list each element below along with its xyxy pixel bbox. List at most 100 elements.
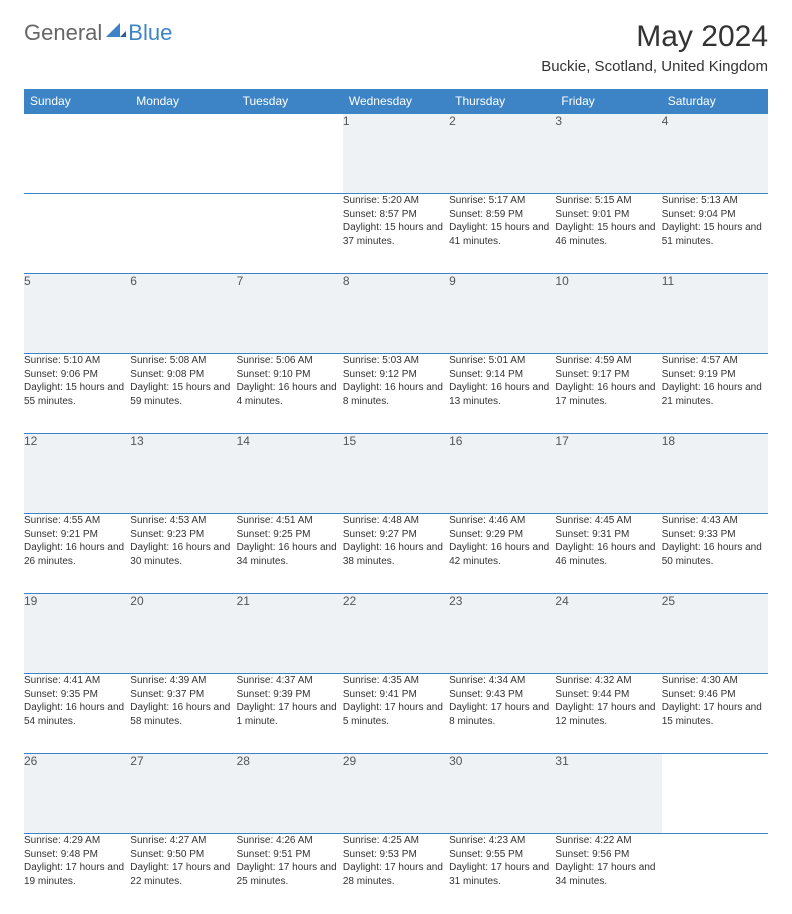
day-number: 5 xyxy=(24,274,130,354)
sunrise: Sunrise: 4:39 AM xyxy=(130,674,236,688)
day-info: Sunrise: 4:26 AMSunset: 9:51 PMDaylight:… xyxy=(237,834,343,914)
sunrise: Sunrise: 4:45 AM xyxy=(555,514,661,528)
day-number: 29 xyxy=(343,754,449,834)
day-info xyxy=(662,834,768,914)
daylight: Daylight: 17 hours and 12 minutes. xyxy=(555,701,661,728)
daylight: Daylight: 15 hours and 51 minutes. xyxy=(662,221,768,248)
day-number: 14 xyxy=(237,434,343,514)
day-info: Sunrise: 5:13 AMSunset: 9:04 PMDaylight:… xyxy=(662,194,768,274)
sunset: Sunset: 9:06 PM xyxy=(24,368,130,382)
sunrise: Sunrise: 4:32 AM xyxy=(555,674,661,688)
day-info: Sunrise: 5:20 AMSunset: 8:57 PMDaylight:… xyxy=(343,194,449,274)
day-info: Sunrise: 4:57 AMSunset: 9:19 PMDaylight:… xyxy=(662,354,768,434)
daylight: Daylight: 16 hours and 4 minutes. xyxy=(237,381,343,408)
day-number: 2 xyxy=(449,114,555,194)
info-row-4: Sunrise: 4:29 AMSunset: 9:48 PMDaylight:… xyxy=(24,834,768,914)
day-info xyxy=(237,194,343,274)
day-number: 31 xyxy=(555,754,661,834)
day-info: Sunrise: 4:51 AMSunset: 9:25 PMDaylight:… xyxy=(237,514,343,594)
sunrise: Sunrise: 5:03 AM xyxy=(343,354,449,368)
daylight: Daylight: 17 hours and 5 minutes. xyxy=(343,701,449,728)
month-title: May 2024 xyxy=(541,20,768,54)
sunset: Sunset: 9:08 PM xyxy=(130,368,236,382)
day-number: 10 xyxy=(555,274,661,354)
day-number xyxy=(662,754,768,834)
day-info: Sunrise: 4:59 AMSunset: 9:17 PMDaylight:… xyxy=(555,354,661,434)
day-number: 28 xyxy=(237,754,343,834)
day-number: 13 xyxy=(130,434,236,514)
day-number: 16 xyxy=(449,434,555,514)
daylight: Daylight: 16 hours and 30 minutes. xyxy=(130,541,236,568)
sunset: Sunset: 9:37 PM xyxy=(130,688,236,702)
day-info: Sunrise: 5:10 AMSunset: 9:06 PMDaylight:… xyxy=(24,354,130,434)
sunrise: Sunrise: 4:51 AM xyxy=(237,514,343,528)
sunset: Sunset: 8:57 PM xyxy=(343,208,449,222)
daylight: Daylight: 17 hours and 25 minutes. xyxy=(237,861,343,888)
sunset: Sunset: 9:04 PM xyxy=(662,208,768,222)
sunrise: Sunrise: 5:08 AM xyxy=(130,354,236,368)
calendar-table: SundayMondayTuesdayWednesdayThursdayFrid… xyxy=(24,89,768,914)
logo-text-general: General xyxy=(24,20,102,46)
sunset: Sunset: 9:53 PM xyxy=(343,848,449,862)
day-number: 26 xyxy=(24,754,130,834)
sunset: Sunset: 9:21 PM xyxy=(24,528,130,542)
day-info: Sunrise: 4:22 AMSunset: 9:56 PMDaylight:… xyxy=(555,834,661,914)
weekday-2: Tuesday xyxy=(237,89,343,114)
day-number: 17 xyxy=(555,434,661,514)
daylight: Daylight: 16 hours and 21 minutes. xyxy=(662,381,768,408)
day-info: Sunrise: 4:29 AMSunset: 9:48 PMDaylight:… xyxy=(24,834,130,914)
sunset: Sunset: 9:43 PM xyxy=(449,688,555,702)
daynum-row-1: 567891011 xyxy=(24,274,768,354)
sunrise: Sunrise: 5:20 AM xyxy=(343,194,449,208)
sunrise: Sunrise: 5:01 AM xyxy=(449,354,555,368)
day-info: Sunrise: 5:08 AMSunset: 9:08 PMDaylight:… xyxy=(130,354,236,434)
sunrise: Sunrise: 4:25 AM xyxy=(343,834,449,848)
day-number xyxy=(130,114,236,194)
sunset: Sunset: 9:31 PM xyxy=(555,528,661,542)
daylight: Daylight: 17 hours and 19 minutes. xyxy=(24,861,130,888)
day-info: Sunrise: 5:15 AMSunset: 9:01 PMDaylight:… xyxy=(555,194,661,274)
day-info: Sunrise: 4:23 AMSunset: 9:55 PMDaylight:… xyxy=(449,834,555,914)
daylight: Daylight: 15 hours and 41 minutes. xyxy=(449,221,555,248)
daynum-row-0: 1234 xyxy=(24,114,768,194)
day-info: Sunrise: 4:39 AMSunset: 9:37 PMDaylight:… xyxy=(130,674,236,754)
daylight: Daylight: 17 hours and 34 minutes. xyxy=(555,861,661,888)
day-number xyxy=(237,114,343,194)
sunrise: Sunrise: 4:35 AM xyxy=(343,674,449,688)
day-number: 12 xyxy=(24,434,130,514)
day-number: 7 xyxy=(237,274,343,354)
day-number: 27 xyxy=(130,754,236,834)
sunset: Sunset: 9:44 PM xyxy=(555,688,661,702)
daylight: Daylight: 17 hours and 31 minutes. xyxy=(449,861,555,888)
sunrise: Sunrise: 5:06 AM xyxy=(237,354,343,368)
sunset: Sunset: 9:19 PM xyxy=(662,368,768,382)
day-number: 24 xyxy=(555,594,661,674)
day-number: 23 xyxy=(449,594,555,674)
day-info: Sunrise: 4:35 AMSunset: 9:41 PMDaylight:… xyxy=(343,674,449,754)
day-number: 6 xyxy=(130,274,236,354)
day-number: 3 xyxy=(555,114,661,194)
daylight: Daylight: 16 hours and 34 minutes. xyxy=(237,541,343,568)
sunrise: Sunrise: 4:43 AM xyxy=(662,514,768,528)
sunrise: Sunrise: 4:30 AM xyxy=(662,674,768,688)
daylight: Daylight: 16 hours and 50 minutes. xyxy=(662,541,768,568)
daylight: Daylight: 16 hours and 8 minutes. xyxy=(343,381,449,408)
daynum-row-2: 12131415161718 xyxy=(24,434,768,514)
day-number: 8 xyxy=(343,274,449,354)
day-info: Sunrise: 4:43 AMSunset: 9:33 PMDaylight:… xyxy=(662,514,768,594)
day-number: 22 xyxy=(343,594,449,674)
sunset: Sunset: 9:17 PM xyxy=(555,368,661,382)
daylight: Daylight: 17 hours and 28 minutes. xyxy=(343,861,449,888)
daylight: Daylight: 16 hours and 46 minutes. xyxy=(555,541,661,568)
day-info xyxy=(24,194,130,274)
day-info: Sunrise: 4:37 AMSunset: 9:39 PMDaylight:… xyxy=(237,674,343,754)
weekday-3: Wednesday xyxy=(343,89,449,114)
title-block: May 2024 Buckie, Scotland, United Kingdo… xyxy=(541,20,768,75)
sunrise: Sunrise: 4:59 AM xyxy=(555,354,661,368)
day-number: 19 xyxy=(24,594,130,674)
day-info: Sunrise: 4:45 AMSunset: 9:31 PMDaylight:… xyxy=(555,514,661,594)
sunrise: Sunrise: 4:46 AM xyxy=(449,514,555,528)
daylight: Daylight: 16 hours and 58 minutes. xyxy=(130,701,236,728)
day-info: Sunrise: 4:53 AMSunset: 9:23 PMDaylight:… xyxy=(130,514,236,594)
sunrise: Sunrise: 4:26 AM xyxy=(237,834,343,848)
